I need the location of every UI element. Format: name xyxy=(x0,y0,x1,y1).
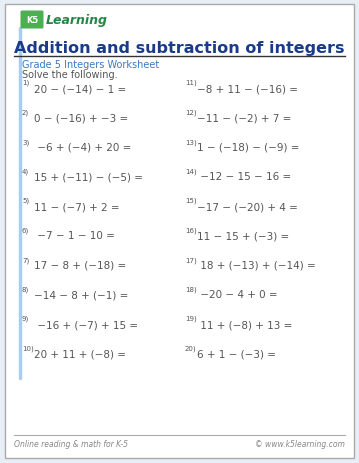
Text: −8 + 11 − (−16) =: −8 + 11 − (−16) = xyxy=(197,84,298,94)
Text: 11 + (−8) + 13 =: 11 + (−8) + 13 = xyxy=(197,319,292,329)
Text: 1): 1) xyxy=(22,80,29,86)
FancyBboxPatch shape xyxy=(20,12,43,30)
Text: Solve the following.: Solve the following. xyxy=(22,70,118,80)
Text: 8): 8) xyxy=(22,286,29,292)
Text: 15): 15) xyxy=(185,198,197,204)
Text: 20): 20) xyxy=(185,345,197,351)
Text: 14): 14) xyxy=(185,168,197,175)
Text: 18 + (−13) + (−14) =: 18 + (−13) + (−14) = xyxy=(197,260,316,270)
Text: −11 − (−2) + 7 =: −11 − (−2) + 7 = xyxy=(197,113,292,123)
Text: 10): 10) xyxy=(22,345,34,351)
Text: 11 − (−7) + 2 =: 11 − (−7) + 2 = xyxy=(34,201,120,212)
Text: 16): 16) xyxy=(185,227,197,233)
FancyBboxPatch shape xyxy=(5,5,354,458)
Text: 0 − (−16) + −3 =: 0 − (−16) + −3 = xyxy=(34,113,128,123)
Text: −12 − 15 − 16 =: −12 − 15 − 16 = xyxy=(197,172,291,182)
Text: 17 − 8 + (−18) =: 17 − 8 + (−18) = xyxy=(34,260,126,270)
Text: 1 − (−18) − (−9) =: 1 − (−18) − (−9) = xyxy=(197,143,299,153)
Text: 18): 18) xyxy=(185,286,197,292)
Text: 2): 2) xyxy=(22,109,29,116)
Text: 11 − 15 + (−3) =: 11 − 15 + (−3) = xyxy=(197,231,289,241)
Text: Online reading & math for K-5: Online reading & math for K-5 xyxy=(14,439,128,449)
Text: © www.k5learning.com: © www.k5learning.com xyxy=(255,439,345,449)
Text: 5): 5) xyxy=(22,198,29,204)
Text: 4): 4) xyxy=(22,168,29,175)
Text: 20 + 11 + (−8) =: 20 + 11 + (−8) = xyxy=(34,349,126,359)
Text: 6): 6) xyxy=(22,227,29,233)
Text: K5: K5 xyxy=(26,16,38,25)
Text: Grade 5 Integers Worksheet: Grade 5 Integers Worksheet xyxy=(22,60,159,70)
Text: 11): 11) xyxy=(185,80,197,86)
Text: 15 + (−11) − (−5) =: 15 + (−11) − (−5) = xyxy=(34,172,143,182)
Text: 9): 9) xyxy=(22,315,29,322)
Text: 19): 19) xyxy=(185,315,197,322)
Text: −20 − 4 + 0 =: −20 − 4 + 0 = xyxy=(197,290,278,300)
Text: 20 − (−14) − 1 =: 20 − (−14) − 1 = xyxy=(34,84,126,94)
Text: 13): 13) xyxy=(185,139,197,145)
Text: −14 − 8 + (−1) =: −14 − 8 + (−1) = xyxy=(34,290,129,300)
Text: Addition and subtraction of integers: Addition and subtraction of integers xyxy=(14,40,345,56)
Text: 17): 17) xyxy=(185,257,197,263)
Text: −17 − (−20) + 4 =: −17 − (−20) + 4 = xyxy=(197,201,298,212)
Text: Learning: Learning xyxy=(46,14,108,27)
Text: −16 + (−7) + 15 =: −16 + (−7) + 15 = xyxy=(34,319,138,329)
Text: 7): 7) xyxy=(22,257,29,263)
Text: −6 + (−4) + 20 =: −6 + (−4) + 20 = xyxy=(34,143,131,153)
Text: 3): 3) xyxy=(22,139,29,145)
Text: 12): 12) xyxy=(185,109,197,116)
Text: −7 − 1 − 10 =: −7 − 1 − 10 = xyxy=(34,231,115,241)
Text: 6 + 1 − (−3) =: 6 + 1 − (−3) = xyxy=(197,349,276,359)
